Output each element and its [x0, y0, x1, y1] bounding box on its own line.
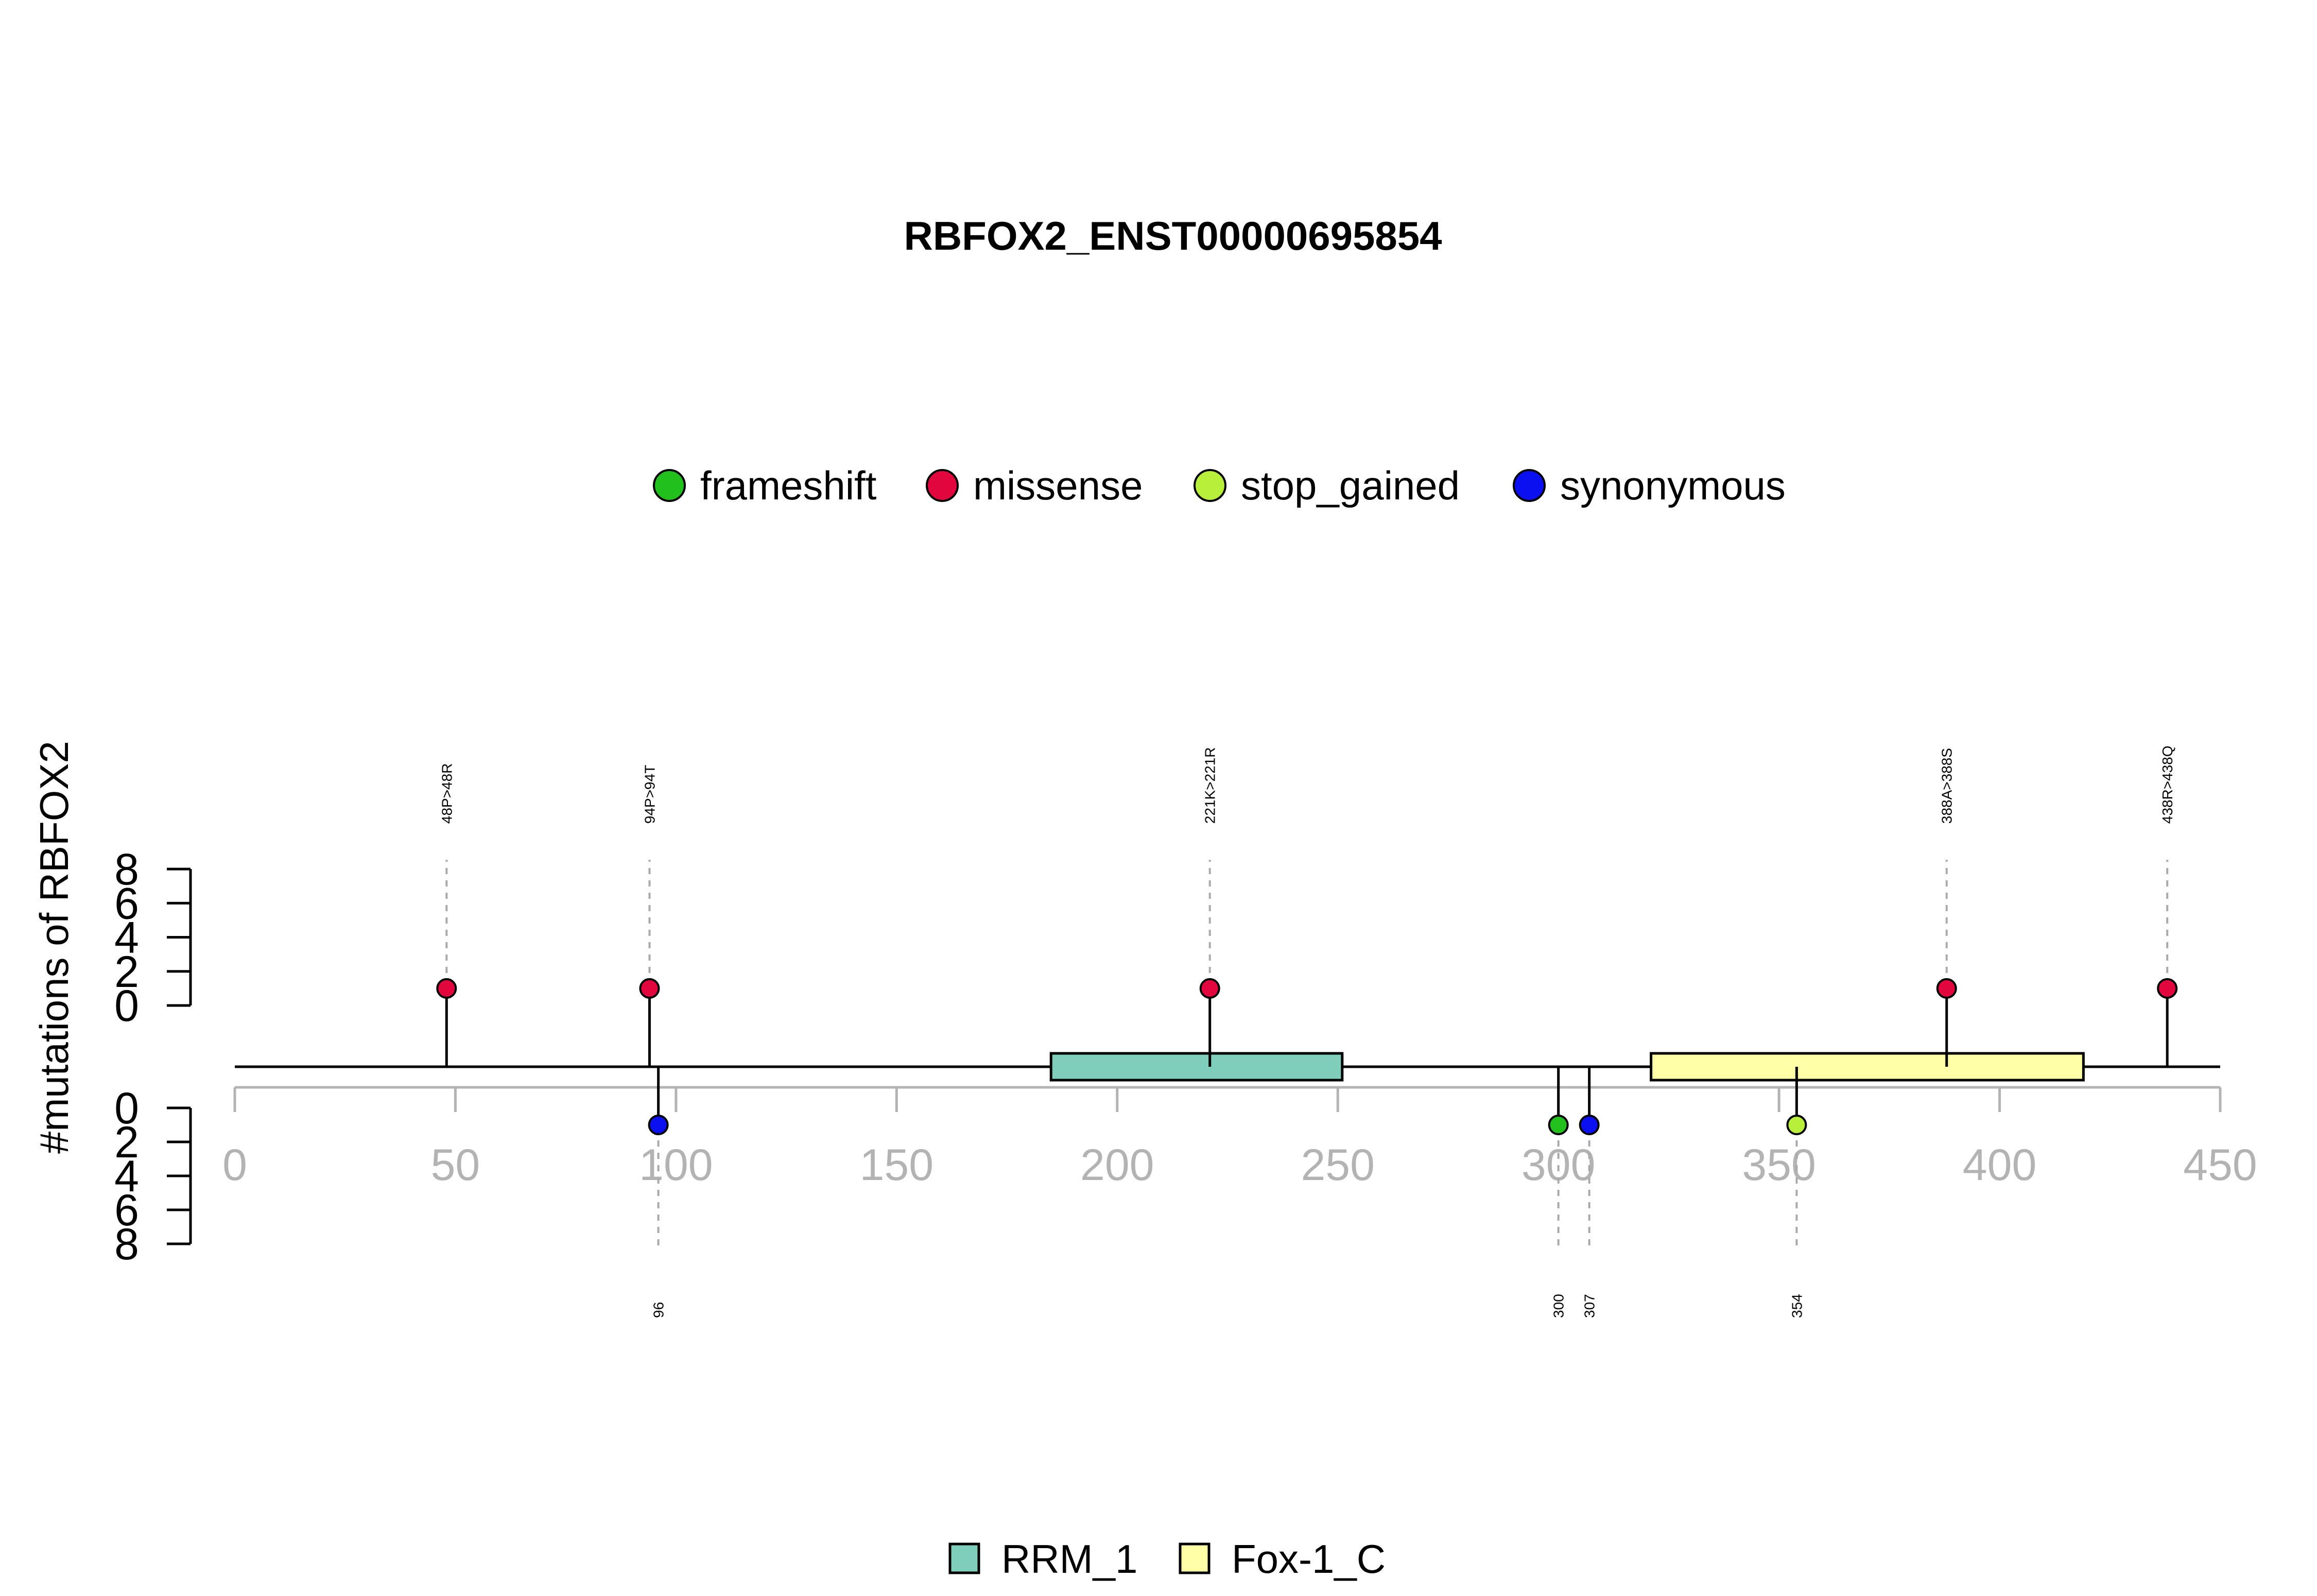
x-tick-label: 150	[860, 1140, 934, 1190]
legend-label: Fox-1_C	[1232, 1536, 1386, 1582]
legend-swatch	[926, 469, 959, 502]
legend-swatch	[1179, 1542, 1211, 1574]
mutation-label: 221K>221R	[1202, 747, 1218, 824]
y-tick-label: 0	[114, 981, 139, 1031]
y-tick-label: 8	[114, 1220, 139, 1269]
legend-item-frameshift: frameshift	[653, 463, 877, 508]
x-tick-label: 450	[2183, 1140, 2257, 1190]
x-tick-label: 400	[1963, 1140, 2037, 1190]
lollipop-head	[436, 978, 457, 999]
mutation-94P>94T: 94P>94T	[639, 765, 660, 1067]
legend-label: frameshift	[700, 463, 877, 508]
legend-swatch	[653, 469, 686, 502]
lollipop-head	[1199, 978, 1220, 999]
lollipop-head	[1579, 1115, 1600, 1135]
lollipop-head	[1936, 978, 1957, 999]
legend-item-missense: missense	[926, 463, 1143, 508]
domain-RRM_1	[1049, 1052, 1344, 1082]
legend-swatch	[1194, 469, 1226, 502]
mutation-48P>48R: 48P>48R	[436, 763, 457, 1067]
mutation-label: 94P>94T	[642, 765, 658, 824]
lollipop-head	[648, 1115, 669, 1135]
mutation-96: 96	[648, 1067, 669, 1318]
x-tick-label: 100	[639, 1140, 713, 1190]
legend-item-RRM_1: RRM_1	[948, 1536, 1137, 1582]
mutation-label: 388A>388S	[1939, 748, 1955, 824]
protein-domains	[235, 1052, 2220, 1082]
lollipop-head	[2157, 978, 2178, 999]
mutation-354: 354	[1786, 1067, 1807, 1318]
legend-item-Fox-1_C: Fox-1_C	[1179, 1536, 1386, 1582]
mutation-legend: frameshift missense stop_gained synonymous	[653, 463, 1786, 508]
y-tick-label: 0	[114, 1084, 139, 1133]
y-tick-label: 2	[114, 1118, 139, 1167]
lollipops: 48P>48R 94P>94T 221K>221R 388A>388S 438R>438…	[436, 745, 2178, 1318]
x-tick-label: 200	[1080, 1140, 1154, 1190]
mutation-label: 438R>438Q	[2159, 745, 2175, 824]
y-axis-label: #mutations of RBFOX2	[31, 741, 77, 1154]
legend-item-synonymous: synonymous	[1513, 463, 1786, 508]
legend-label: synonymous	[1560, 463, 1786, 508]
x-tick-label: 250	[1301, 1140, 1375, 1190]
mutation-221K>221R: 221K>221R	[1199, 747, 1220, 1067]
legend-swatch	[1513, 469, 1546, 502]
legend-label: stop_gained	[1241, 463, 1460, 508]
mutation-388A>388S: 388A>388S	[1936, 748, 1957, 1067]
x-tick-label: 350	[1742, 1140, 1816, 1190]
legend-item-stop_gained: stop_gained	[1194, 463, 1460, 508]
legend-swatch	[948, 1542, 980, 1574]
x-tick-label: 50	[431, 1140, 480, 1190]
mutation-label: 354	[1789, 1294, 1805, 1318]
lollipop-head	[1786, 1115, 1807, 1135]
mutation-307: 307	[1579, 1067, 1600, 1318]
y-tick-label: 4	[114, 1152, 139, 1201]
lollipop-head	[639, 978, 660, 999]
legend-label: missense	[973, 463, 1143, 508]
domain-Fox-1_C	[1650, 1052, 2085, 1082]
y-tick-label: 6	[114, 1186, 139, 1235]
lollipop-head	[1548, 1115, 1569, 1135]
y-tick-label: 2	[114, 947, 139, 997]
domain-legend: RRM_1 Fox-1_C	[948, 1536, 1386, 1582]
mutation-438R>438Q: 438R>438Q	[2157, 745, 2178, 1067]
mutation-300: 300	[1548, 1067, 1569, 1318]
legend-label: RRM_1	[1001, 1536, 1137, 1582]
y-tick-label: 6	[114, 879, 139, 928]
y-tick-label: 8	[114, 845, 139, 894]
mutation-label: 307	[1582, 1294, 1598, 1318]
mutation-label: 48P>48R	[439, 763, 455, 824]
mutation-label: 300	[1551, 1294, 1567, 1318]
x-tick-label: 0	[222, 1140, 247, 1190]
mutation-label: 96	[651, 1302, 667, 1318]
chart-title: RBFOX2_ENST00000695854	[904, 213, 1442, 258]
y-tick-label: 4	[114, 913, 139, 963]
